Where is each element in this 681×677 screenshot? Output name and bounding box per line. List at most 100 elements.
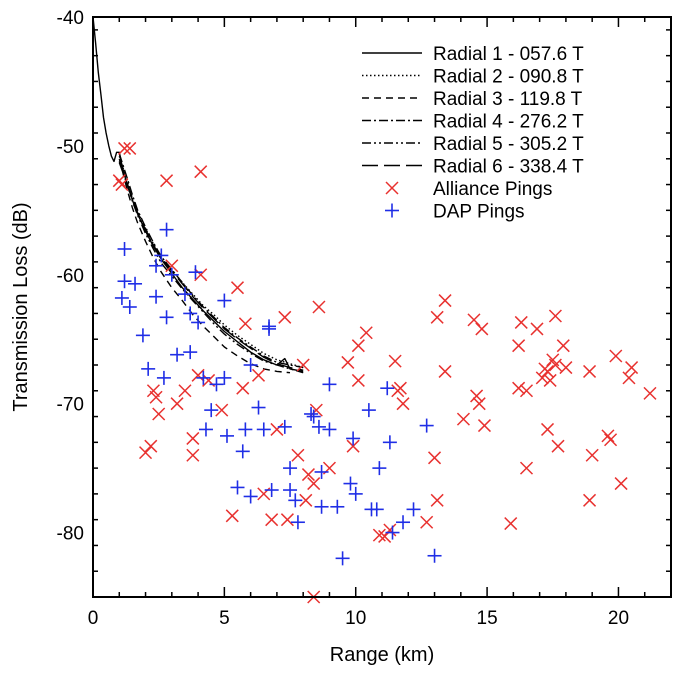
dap-ping-point: [306, 409, 321, 424]
dap-ping-point: [164, 267, 179, 282]
dap-ping-point: [256, 422, 271, 437]
dap-ping-point: [128, 276, 143, 291]
alliance-ping-point: [346, 439, 360, 453]
alliance-ping-point: [312, 300, 326, 314]
ticks-layer: 0 5 10 15 20 -40 -50 -60 -70 -80: [57, 8, 672, 629]
alliance-ping-point: [519, 461, 534, 475]
alliance-ping-point: [519, 384, 534, 398]
legend-label-dap: DAP Pings: [433, 202, 525, 223]
legend-label-radial-6: Radial 6 - 338.4 T: [433, 157, 584, 178]
alliance-ping-point: [430, 310, 444, 324]
legend-label-radial-4: Radial 4 - 276.2 T: [433, 112, 584, 133]
series-line-radial-4: [118, 153, 304, 369]
alliance-ping-point: [585, 448, 599, 462]
alliance-ping-point: [351, 339, 365, 353]
alliance-ping-point: [601, 429, 615, 443]
alliance-ping-point: [430, 493, 444, 507]
alliance-ping-point: [238, 317, 252, 331]
dap-ping-point: [380, 381, 395, 396]
series-line-radial-3: [118, 158, 291, 374]
alliance-ping-point: [301, 468, 315, 482]
dap-ping-point: [188, 265, 203, 280]
x-tick-label: 15: [477, 608, 498, 629]
dap-ping-point: [217, 293, 232, 308]
dap-ping-point: [314, 499, 329, 514]
dap-ping-point: [304, 406, 319, 421]
alliance-ping-point: [470, 389, 484, 403]
y-tick-label: -40: [57, 8, 84, 29]
alliance-ping-point: [194, 268, 208, 282]
dap-ping-point: [283, 461, 298, 476]
dap-ping-point: [156, 370, 171, 385]
alliance-ping-point: [341, 355, 355, 369]
alliance-ping-point: [270, 422, 284, 436]
dap-ping-point: [154, 248, 169, 263]
dap-ping-point: [149, 258, 164, 273]
alliance-ping-point: [551, 439, 565, 453]
dap-ping-point: [117, 274, 132, 289]
y-tick-label: -80: [57, 524, 84, 545]
alliance-ping-point: [291, 448, 305, 462]
dap-ping-point: [369, 502, 384, 517]
y-tick-label: -70: [57, 395, 84, 416]
legend-label-radial-3: Radial 3 - 119.8 T: [433, 89, 583, 110]
dap-ping-point: [322, 422, 337, 437]
alliance-ping-point: [512, 339, 526, 353]
alliance-ping-point: [504, 517, 518, 531]
alliance-ping-point: [236, 381, 250, 395]
alliance-ping-point: [548, 358, 562, 372]
dap-ping-point: [314, 464, 329, 479]
dap-ping-point: [382, 435, 397, 450]
alliance-ping-point: [170, 397, 184, 411]
alliance-ping-point: [280, 513, 294, 527]
alliance-ping-point: [251, 368, 266, 382]
x-tick-label: 0: [88, 608, 99, 629]
dap-ping-point: [406, 502, 421, 517]
alliance-ping-point: [230, 281, 245, 295]
alliance-ping-point: [535, 371, 549, 385]
alliance-ping-point: [625, 361, 639, 375]
dap-ping-point: [372, 461, 387, 476]
dap-ping-point: [114, 290, 129, 305]
legend-label-radial-2: Radial 2 - 090.8 T: [433, 67, 584, 88]
dap-ping-point: [288, 493, 303, 508]
dap-ping-point: [177, 287, 192, 302]
dap-ping-point: [330, 499, 345, 514]
alliance-ping-point: [559, 361, 573, 375]
alliance-ping-point: [543, 373, 557, 387]
dap-ping-point: [419, 418, 434, 433]
alliance-ping-point: [614, 477, 628, 491]
alliance-ping-point: [194, 165, 208, 179]
alliance-ping-point: [383, 523, 397, 537]
dap-ping-point: [322, 377, 337, 392]
alliance-ping-point: [351, 373, 365, 387]
points-layer: [112, 141, 657, 604]
alliance-ping-point: [139, 446, 153, 460]
dap-ping-point: [198, 422, 213, 437]
alliance-ping-point: [265, 513, 279, 527]
y-axis-label: Transmission Loss (dB): [10, 202, 32, 411]
dap-ping-point: [230, 480, 245, 495]
alliance-ping-point: [540, 422, 555, 436]
alliance-ping-point: [467, 313, 481, 327]
alliance-ping-point: [146, 384, 160, 398]
dap-ping-point: [122, 300, 137, 314]
alliance-ping-point: [149, 390, 163, 404]
dap-ping-point: [361, 403, 376, 418]
x-tick-label: 10: [345, 608, 366, 629]
dap-ping-point: [219, 428, 234, 443]
alliance-ping-point: [512, 381, 526, 395]
x-axis-label: Range (km): [330, 644, 434, 666]
dap-ping-point: [283, 483, 298, 498]
alliance-ping-point: [225, 509, 239, 523]
legend-swatch-dap: [385, 203, 399, 218]
dap-ping-point: [235, 444, 250, 459]
dap-ping-point: [348, 486, 363, 501]
y-tick-label: -50: [57, 137, 84, 158]
alliance-ping-point: [609, 349, 623, 363]
alliance-ping-point: [428, 451, 442, 465]
alliance-ping-point: [307, 477, 321, 491]
series-line-radial-6: [118, 161, 304, 371]
